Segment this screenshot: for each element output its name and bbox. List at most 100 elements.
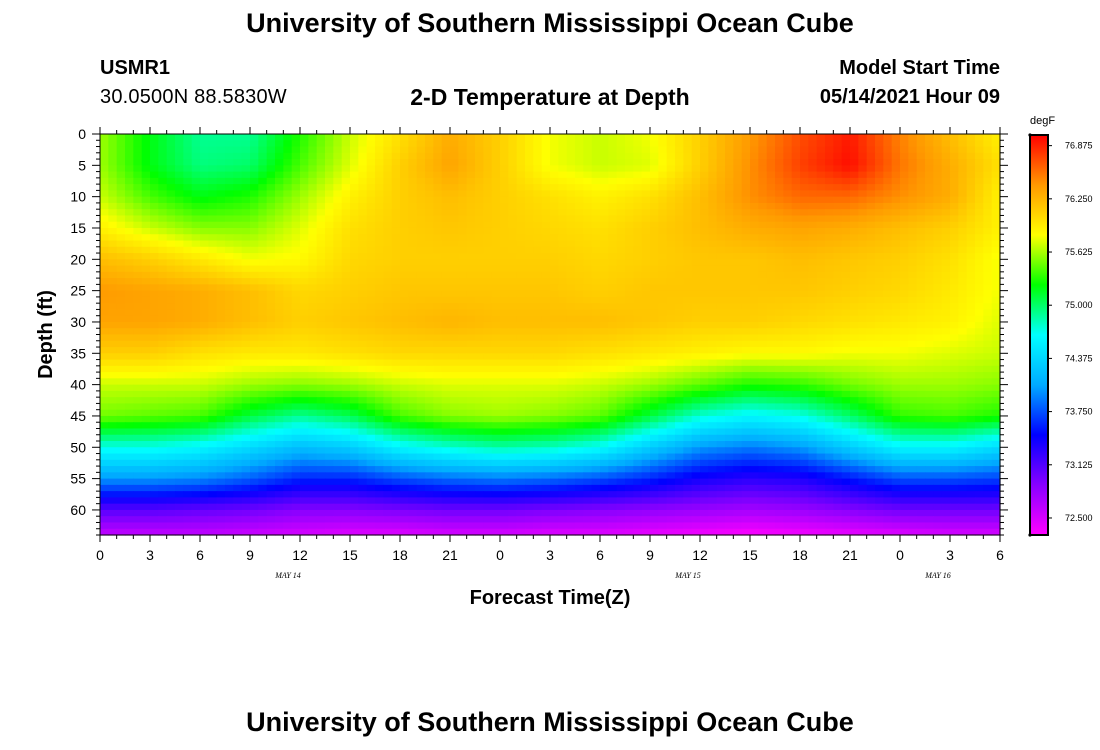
heatmap-cell — [900, 309, 909, 317]
heatmap-cell — [241, 177, 251, 185]
heatmap-cell — [416, 240, 426, 248]
heatmap-cell — [983, 328, 993, 336]
heatmap-cell — [125, 340, 134, 348]
heatmap-cell — [708, 246, 718, 254]
heatmap-cell — [416, 278, 426, 285]
heatmap-cell — [133, 165, 143, 173]
heatmap-cell — [283, 184, 293, 191]
heatmap-cell — [966, 209, 976, 217]
heatmap-cell — [466, 159, 476, 166]
heatmap-cell — [141, 309, 151, 317]
heatmap-cell — [316, 246, 326, 254]
heatmap-cell — [633, 296, 643, 304]
heatmap-cell — [850, 234, 859, 242]
heatmap-cell — [375, 303, 384, 311]
heatmap-cell — [691, 409, 701, 417]
heatmap-cell — [308, 246, 318, 254]
heatmap-cell — [275, 365, 284, 373]
heatmap-cell — [208, 184, 218, 191]
heatmap-cell — [508, 359, 518, 367]
heatmap-cell — [883, 290, 893, 298]
heatmap-cell — [758, 159, 768, 166]
heatmap-cell — [500, 384, 509, 392]
heatmap-cell — [883, 177, 893, 185]
heatmap-cell — [458, 309, 468, 317]
heatmap-cell — [258, 240, 268, 248]
heatmap-cell — [616, 409, 626, 417]
heatmap-cell — [658, 290, 668, 298]
heatmap-cell — [333, 240, 343, 248]
heatmap-cell — [833, 309, 843, 317]
heatmap-cell — [841, 409, 851, 417]
heatmap-cell — [316, 415, 326, 423]
heatmap-cell — [975, 315, 984, 323]
heatmap-cell — [766, 209, 776, 217]
heatmap-cell — [816, 159, 826, 166]
heatmap-cell — [466, 246, 476, 254]
heatmap-cell — [491, 177, 501, 185]
heatmap-cell — [166, 209, 176, 217]
heatmap-cell — [358, 134, 368, 141]
heatmap-cell — [758, 196, 768, 204]
heatmap-cell — [350, 271, 359, 279]
heatmap-cell — [341, 253, 351, 260]
heatmap-cell — [100, 422, 109, 430]
heatmap-cell — [275, 303, 284, 311]
heatmap-cell — [391, 196, 401, 204]
heatmap-cell — [758, 284, 768, 292]
heatmap-cell — [508, 165, 518, 173]
heatmap-cell — [983, 134, 993, 141]
heatmap-cell — [300, 309, 309, 317]
heatmap-cell — [925, 190, 934, 198]
heatmap-cell — [416, 353, 426, 361]
heatmap-cell — [183, 390, 193, 398]
heatmap-cell — [758, 190, 768, 198]
heatmap-cell — [333, 290, 343, 298]
heatmap-cell — [733, 152, 743, 160]
heatmap-cell — [250, 290, 259, 298]
heatmap-cell — [325, 278, 334, 285]
heatmap-cell — [883, 397, 893, 405]
heatmap-cell — [300, 209, 309, 217]
heatmap-cell — [825, 253, 834, 260]
heatmap-cell — [708, 159, 718, 166]
heatmap-cell — [941, 202, 951, 210]
heatmap-cell — [791, 384, 801, 392]
heatmap-cell — [825, 309, 834, 317]
heatmap-cell — [558, 152, 568, 160]
heatmap-cell — [608, 171, 618, 179]
heatmap-cell — [566, 184, 576, 191]
heatmap-cell — [183, 140, 193, 148]
heatmap-cell — [275, 334, 284, 342]
heatmap-cell — [583, 259, 593, 267]
heatmap-cell — [191, 246, 201, 254]
heatmap-cell — [291, 284, 301, 292]
heatmap-cell — [125, 303, 134, 311]
heatmap-cell — [975, 240, 984, 248]
heatmap-cell — [975, 140, 984, 148]
heatmap-cell — [358, 397, 368, 405]
heatmap-cell — [941, 227, 951, 235]
heatmap-cell — [500, 296, 509, 304]
heatmap-cell — [483, 365, 493, 373]
heatmap-cell — [425, 378, 434, 386]
heatmap-cell — [991, 253, 1001, 260]
heatmap-cell — [783, 321, 793, 329]
heatmap-cell — [250, 271, 259, 279]
heatmap-cell — [875, 365, 884, 373]
heatmap-cell — [866, 265, 876, 273]
heatmap-cell — [316, 372, 326, 379]
heatmap-cell — [441, 365, 451, 373]
heatmap-cell — [325, 359, 334, 367]
heatmap-cell — [841, 215, 851, 223]
heatmap-cell — [358, 328, 368, 336]
heatmap-cell — [383, 202, 393, 210]
heatmap-cell — [816, 240, 826, 248]
heatmap-cell — [983, 390, 993, 398]
heatmap-cell — [616, 177, 626, 185]
heatmap-cell — [508, 340, 518, 348]
heatmap-cell — [141, 134, 151, 141]
heatmap-cell — [633, 240, 643, 248]
heatmap-cell — [500, 365, 509, 373]
heatmap-cell — [366, 190, 376, 198]
